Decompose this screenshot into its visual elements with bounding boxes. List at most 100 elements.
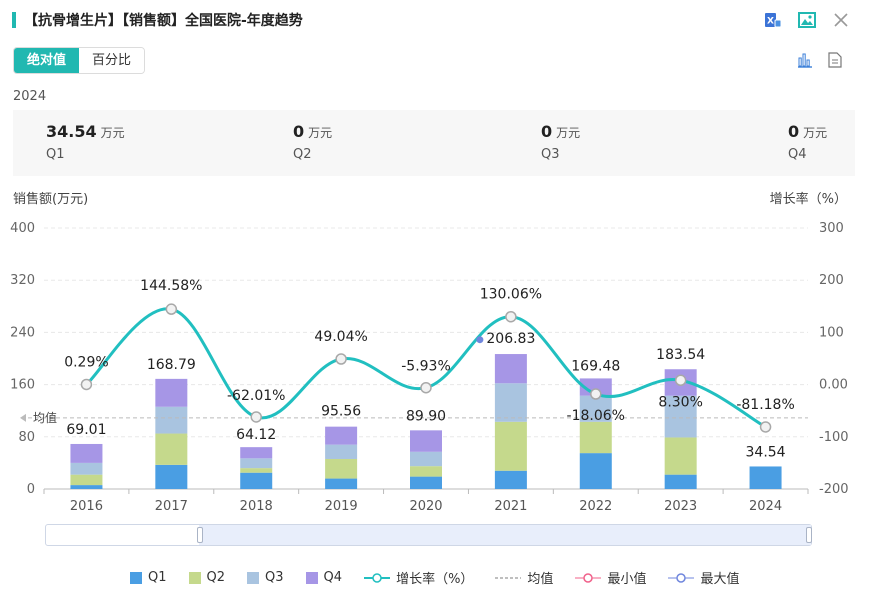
- y-tick-label: 160: [10, 378, 35, 393]
- legend-label: Q2: [206, 570, 226, 585]
- legend-label: Q3: [265, 570, 284, 585]
- bar-q3-2023: [664, 395, 697, 438]
- image-export-icon[interactable]: [797, 10, 817, 30]
- legend-min-icon: [575, 572, 602, 583]
- bar-q4-2019: [325, 426, 358, 445]
- table-view-icon[interactable]: [826, 51, 844, 69]
- legend-item-max[interactable]: 最大值: [668, 568, 739, 587]
- x-tick-label: 2024: [749, 499, 782, 512]
- absolute-value-tab[interactable]: 绝对值: [14, 48, 80, 73]
- growth-point-2022: [590, 388, 602, 400]
- growth-point-2021: [505, 310, 517, 323]
- growth-label: 8.30%: [658, 394, 702, 410]
- bar-q2-2019: [325, 458, 358, 479]
- summary-year: 2024: [13, 89, 47, 104]
- bar-q1-2020: [410, 476, 442, 489]
- bar-q2-2016: [70, 474, 103, 486]
- title-bar: 【抗骨增生片】【销售额】全国医院-年度趋势: [12, 10, 303, 30]
- quarter-unit: 万元: [803, 126, 828, 140]
- legend-item-average[interactable]: 均值: [495, 568, 553, 587]
- quarter-name: Q4: [788, 147, 807, 162]
- x-tick-label: 2020: [409, 499, 442, 512]
- value-mode-toggle: 绝对值 百分比: [13, 47, 146, 74]
- bar-total-label: 206.83: [486, 331, 535, 347]
- legend-label: 增长率（%）: [396, 572, 474, 587]
- bar-q3-2020: [410, 451, 442, 467]
- bar-q4-2016: [70, 443, 103, 463]
- legend-swatch: [305, 571, 318, 584]
- excel-export-icon[interactable]: X: [763, 10, 783, 30]
- legend-label: 最小值: [607, 572, 647, 587]
- legend-label: 最大值: [700, 572, 740, 587]
- growth-label: 144.58%: [140, 278, 202, 294]
- y-tick-label: 0: [27, 482, 35, 497]
- close-icon[interactable]: [831, 10, 851, 30]
- legend-swatch: [247, 571, 260, 584]
- bar-q2-2017: [155, 433, 188, 465]
- x-tick-label: 2023: [664, 499, 697, 512]
- quarter-summary-q1: 34.54 万元 Q1: [46, 122, 125, 162]
- zoom-slider-right-handle[interactable]: [806, 527, 812, 543]
- title-accent-bar: [12, 12, 16, 28]
- average-label: 均值: [33, 410, 57, 425]
- chart-legend: Q1 Q2 Q3 Q4 增长率（%） 均值 最小值 最大值: [130, 568, 761, 587]
- quarter-summary-q4: 0 万元 Q4: [788, 122, 827, 162]
- y-tick-label: 320: [10, 273, 35, 288]
- legend-item-q4[interactable]: Q4: [305, 570, 343, 585]
- legend-max-icon: [668, 572, 695, 583]
- legend-swatch: [188, 571, 201, 584]
- quarter-unit: 万元: [308, 126, 333, 140]
- quarter-summary-q2: 0 万元 Q2: [293, 122, 332, 162]
- quarter-value: 34.54: [46, 122, 97, 141]
- growth-point-2020: [420, 381, 432, 394]
- y2-tick-label: -100: [819, 430, 849, 445]
- zoom-slider[interactable]: [45, 524, 812, 546]
- quarter-unit: 万元: [100, 126, 125, 140]
- bar-q1-2019: [325, 478, 358, 489]
- growth-point-2016: [80, 378, 93, 391]
- quarter-value: 0: [541, 122, 553, 141]
- quarter-name: Q3: [541, 147, 560, 162]
- x-tick-label: 2022: [579, 499, 612, 512]
- y2-tick-label: 100: [819, 325, 844, 340]
- bar-q4-2020: [410, 430, 442, 452]
- y2-tick-label: -200: [819, 482, 849, 497]
- legend-swatch: [130, 571, 142, 584]
- growth-label: -81.18%: [736, 397, 794, 413]
- bar-q1-2024: [749, 466, 782, 489]
- legend-item-growth[interactable]: 增长率（%）: [364, 568, 473, 587]
- quarter-name: Q2: [293, 147, 312, 162]
- legend-line-icon: [364, 572, 391, 583]
- max-indicator-dot: [476, 336, 484, 344]
- bar-chart-icon[interactable]: [796, 51, 814, 69]
- sales-trend-chart: 0 -200 80 -100 160 0.00 240 100 320 200 400 300 2016…: [10, 221, 849, 512]
- legend-item-q2[interactable]: Q2: [188, 570, 226, 585]
- bar-q1-2022: [579, 453, 612, 489]
- y2-tick-label: 300: [819, 221, 844, 236]
- quarter-name: Q1: [46, 147, 65, 162]
- bar-q1-2017: [155, 464, 188, 489]
- growth-label: 49.04%: [314, 329, 367, 345]
- bar-total-label: 168.79: [147, 357, 196, 373]
- bar-q1-2018: [240, 472, 273, 489]
- legend-label: Q4: [323, 570, 343, 585]
- bar-q2-2023: [664, 437, 697, 475]
- bar-q4-2017: [155, 378, 188, 407]
- growth-point-2019: [335, 353, 347, 365]
- zoom-slider-left-handle[interactable]: [197, 527, 203, 543]
- bar-q3-2018: [240, 458, 273, 469]
- legend-item-q1[interactable]: Q1: [130, 570, 167, 585]
- bar-total-label: 95.56: [321, 404, 361, 420]
- bar-q2-2021: [494, 421, 527, 471]
- zoom-slider-range[interactable]: [199, 525, 811, 545]
- bar-q2-2020: [410, 466, 442, 477]
- percentage-tab[interactable]: 百分比: [79, 48, 145, 73]
- bar-q1-2023: [664, 474, 697, 489]
- growth-point-2017: [165, 303, 178, 315]
- growth-point-2024: [759, 421, 772, 433]
- legend-item-min[interactable]: 最小值: [575, 568, 646, 587]
- view-switcher: [796, 51, 844, 69]
- legend-item-q3[interactable]: Q3: [247, 570, 284, 585]
- bar-q4-2018: [240, 447, 273, 459]
- y-tick-label: 80: [18, 430, 35, 445]
